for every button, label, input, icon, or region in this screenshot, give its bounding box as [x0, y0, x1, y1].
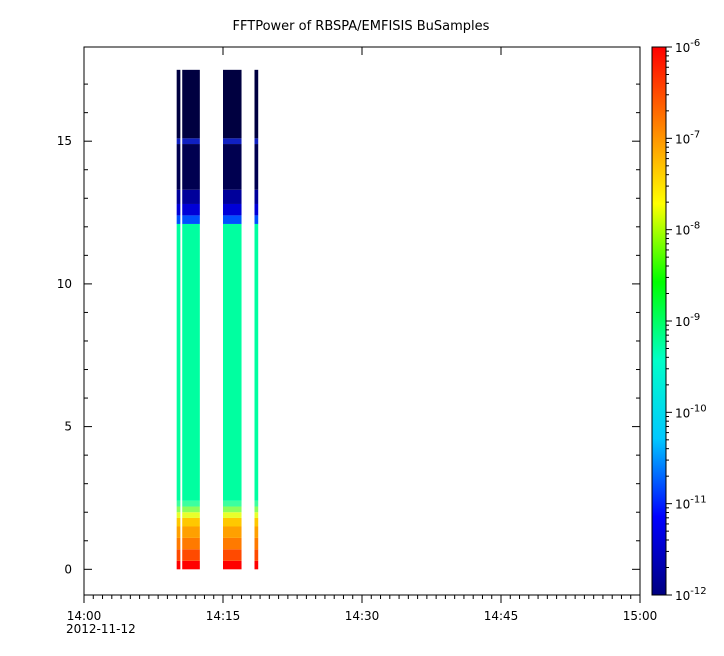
y-tick-label: 10	[57, 277, 72, 291]
y-tick-label: 5	[64, 420, 72, 434]
spectrogram-cell	[223, 517, 242, 527]
colorbar-tick-label: 10-7	[675, 129, 700, 146]
spectrogram-cell	[176, 537, 181, 550]
spectrogram-cell	[223, 203, 242, 216]
spectrogram-block-3	[223, 69, 242, 570]
spectrogram-cell	[223, 189, 242, 204]
x-tick-label: 14:30	[345, 609, 380, 623]
spectrogram-cell	[223, 223, 242, 501]
spectrogram-cell	[223, 506, 242, 513]
colorbar-tick-label: 10-6	[675, 38, 700, 55]
spectrogram-cell	[254, 189, 259, 204]
spectrogram-cell	[254, 506, 259, 513]
spectrogram-cell	[223, 215, 242, 224]
spectrogram-cell	[176, 223, 181, 501]
x-tick-label: 14:15	[206, 609, 241, 623]
spectrogram-cell	[176, 69, 181, 139]
spectrogram-cell	[254, 549, 259, 561]
spectrogram-cell	[176, 215, 181, 224]
spectrogram-cell	[182, 215, 200, 224]
spectrogram-cell	[254, 223, 259, 501]
spectrogram-cell	[223, 500, 242, 507]
spectrogram-cell	[182, 537, 200, 550]
spectrogram-cell	[254, 215, 259, 224]
spectrogram-cell	[176, 517, 181, 527]
y-tick-label: 0	[64, 562, 72, 576]
spectrogram-cell	[182, 526, 200, 538]
spectrogram-cell	[176, 560, 181, 570]
spectrogram-cell	[223, 138, 242, 145]
spectrogram-cell	[182, 560, 200, 570]
spectrogram-cell	[254, 138, 259, 145]
x-tick-label: 15:00	[623, 609, 658, 623]
spectrogram-cell	[182, 138, 200, 145]
spectrogram-block-2	[182, 69, 200, 570]
spectrogram-cell	[254, 560, 259, 570]
spectrogram-cell	[176, 144, 181, 190]
spectrogram-cell	[254, 203, 259, 216]
colorbar-tick-label: 10-12	[675, 586, 707, 603]
spectrogram-cell	[254, 500, 259, 507]
spectrogram-cell	[182, 500, 200, 507]
spectrogram-cell	[176, 138, 181, 145]
colorbar-tick-label: 10-11	[675, 495, 707, 512]
spectrogram-cell	[254, 144, 259, 190]
plot-frame	[83, 46, 641, 596]
spectrogram-cell	[223, 537, 242, 550]
chart-title: FFTPower of RBSPA/EMFISIS BuSamples	[233, 19, 490, 34]
spectrogram-cell	[182, 517, 200, 527]
spectrogram-cell	[176, 203, 181, 216]
colorbar-axis: 10-12 10-11 10-10 10-9 10-8 10-7 10-6	[666, 38, 707, 603]
spectrogram-cell	[223, 144, 242, 190]
spectrogram-cell	[182, 189, 200, 204]
spectrogram-cell	[254, 517, 259, 527]
spectrogram-cell	[176, 549, 181, 561]
colorbar-tick-label: 10-8	[675, 221, 700, 238]
spectrogram-cell	[254, 526, 259, 538]
x-date-label: 2012-11-12	[66, 622, 136, 636]
spectrogram-cell	[176, 512, 181, 518]
spectrogram-cell	[182, 144, 200, 190]
colorbar-tick-label: 10-9	[675, 312, 700, 329]
spectrogram-cell	[223, 549, 242, 561]
colorbar	[651, 46, 667, 596]
plot-area	[176, 69, 259, 570]
x-tick-label: 14:45	[484, 609, 519, 623]
y-tick-label: 15	[57, 134, 72, 148]
spectrogram-cell	[176, 500, 181, 507]
spectrogram-cell	[182, 506, 200, 513]
spectrogram-cell	[176, 189, 181, 204]
spectrogram-cell	[254, 537, 259, 550]
spectrogram-cell	[182, 203, 200, 216]
spectrogram-block-4	[254, 69, 259, 570]
spectrogram-cell	[182, 512, 200, 518]
spectrogram-cell	[182, 223, 200, 501]
spectrogram-cell	[176, 526, 181, 538]
spectrogram-cell	[176, 506, 181, 513]
spectrogram-cell	[223, 560, 242, 570]
spectrogram-cell	[223, 69, 242, 139]
spectrogram-cell	[223, 526, 242, 538]
colorbar-tick-label: 10-10	[675, 403, 707, 420]
spectrogram-cell	[223, 512, 242, 518]
spectrogram-cell	[182, 549, 200, 561]
spectrogram-cell	[254, 69, 259, 139]
y-axis: 0 5 10 15	[57, 83, 640, 576]
spectrogram-cell	[254, 512, 259, 518]
spectrogram-cell	[182, 69, 200, 139]
spectrogram-block-1	[176, 69, 181, 570]
x-tick-label: 14:00	[67, 609, 102, 623]
